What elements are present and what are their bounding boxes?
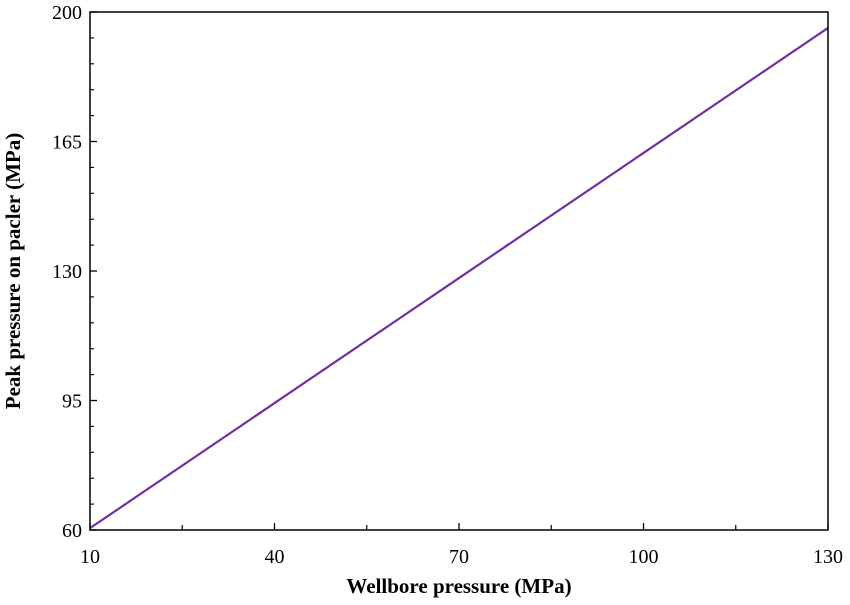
y-tick-label: 60 xyxy=(62,520,82,542)
x-tick-label: 70 xyxy=(449,546,469,568)
x-tick-label: 10 xyxy=(80,546,100,568)
y-tick-labels: 60 95 130 165 200 xyxy=(52,2,82,542)
series-line-0 xyxy=(89,26,829,530)
y-tick-label: 130 xyxy=(52,261,82,283)
minor-ticks xyxy=(90,37,737,530)
series-layer xyxy=(89,26,829,530)
y-tick-label: 200 xyxy=(52,2,82,24)
y-axis-title: Peak pressure on pacler (MPa) xyxy=(1,133,25,409)
x-tick-label: 100 xyxy=(629,546,659,568)
x-tick-label: 40 xyxy=(265,546,285,568)
y-tick-label: 95 xyxy=(62,391,82,413)
x-axis-title: Wellbore pressure (MPa) xyxy=(346,574,571,598)
plot-area-frame xyxy=(89,11,829,531)
y-tick-label: 165 xyxy=(52,132,82,154)
x-tick-labels: 10 40 70 100 130 xyxy=(80,546,843,568)
x-tick-label: 130 xyxy=(813,546,843,568)
